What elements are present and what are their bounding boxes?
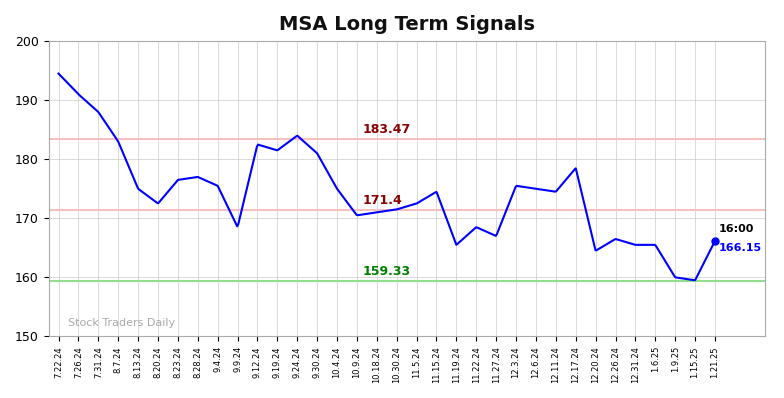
Text: 166.15: 166.15 — [719, 243, 762, 253]
Text: 183.47: 183.47 — [363, 123, 411, 136]
Text: 171.4: 171.4 — [363, 194, 403, 207]
Text: 159.33: 159.33 — [363, 265, 411, 278]
Text: Stock Traders Daily: Stock Traders Daily — [68, 318, 176, 328]
Title: MSA Long Term Signals: MSA Long Term Signals — [278, 15, 535, 34]
Text: 16:00: 16:00 — [719, 224, 754, 234]
